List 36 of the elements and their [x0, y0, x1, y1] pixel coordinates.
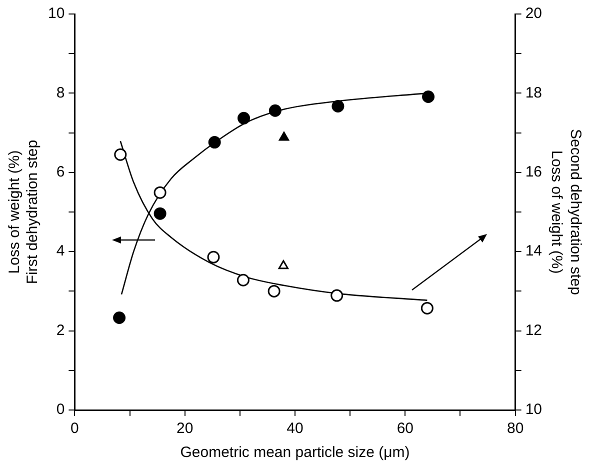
point: [278, 260, 289, 270]
point: [238, 112, 250, 124]
x-tick-label: 60: [396, 420, 414, 438]
x-tick-label: 40: [286, 420, 304, 438]
x-tick-label: 20: [176, 420, 194, 438]
x-tick-label: 80: [506, 420, 524, 438]
x-axis-title: Geometric mean particle size (μm): [180, 444, 410, 462]
y-tick-label: 10: [48, 5, 65, 22]
y2-tick-label: 12: [525, 322, 542, 339]
point: [278, 132, 290, 141]
x-tick-label: 0: [70, 420, 79, 438]
point: [154, 186, 166, 199]
y2-tick-label: 10: [525, 401, 542, 418]
point: [332, 100, 344, 113]
point: [330, 289, 344, 302]
y-axis-title: Loss of weight (%) First dehydration step: [6, 140, 42, 284]
point: [420, 302, 434, 314]
y2-tick-label: 16: [525, 164, 542, 181]
point: [268, 284, 280, 298]
point: [154, 207, 166, 220]
point: [113, 311, 126, 324]
y2-tick-label: 18: [525, 84, 542, 102]
point: [268, 104, 282, 117]
y2-tick-label: 14: [525, 242, 542, 260]
point: [236, 274, 250, 286]
point: [114, 148, 127, 161]
y-tick-label: 2: [56, 322, 65, 339]
y-tick-label: 4: [56, 242, 65, 260]
point: [208, 136, 221, 149]
point: [207, 250, 220, 264]
y-tick-label: 8: [56, 84, 65, 102]
y-tick-label: 6: [56, 164, 65, 181]
y2-tick-label: 20: [525, 5, 542, 22]
y2-axis-title: Loss of weight (%) Second dehydration step: [548, 129, 584, 295]
y-tick-label: 0: [56, 401, 65, 418]
point: [422, 90, 435, 104]
